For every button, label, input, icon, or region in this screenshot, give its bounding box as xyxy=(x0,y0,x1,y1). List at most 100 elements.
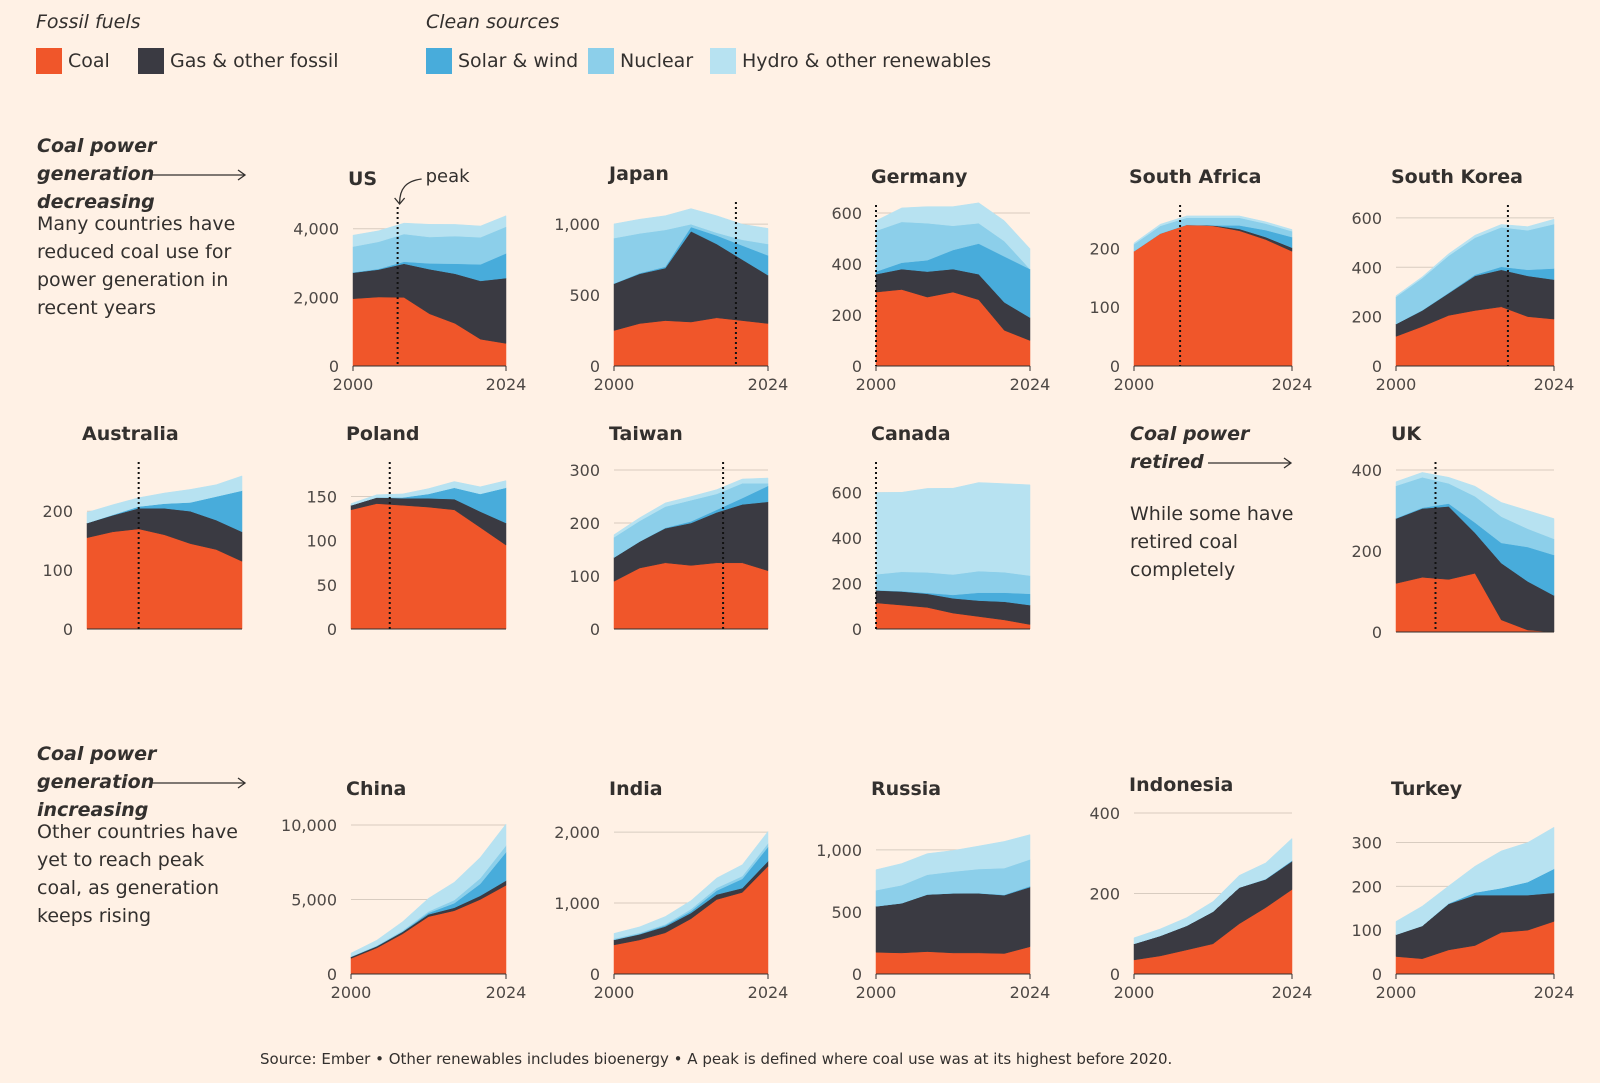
y-tick-label: 2,000 xyxy=(554,823,600,842)
y-tick-label: 200 xyxy=(42,502,73,521)
chart-japan: 0 500 1,000 2000 2024 Japan xyxy=(554,163,788,394)
chart-title: Poland xyxy=(346,423,419,445)
x-tick-label: 2024 xyxy=(1010,375,1051,394)
legend-title-clean: Clean sources xyxy=(426,11,560,33)
chart-title: Germany xyxy=(871,166,968,188)
arrow-right-icon xyxy=(152,169,247,181)
desc-line: Other countries have xyxy=(37,821,238,843)
x-tick-label: 2000 xyxy=(856,375,897,394)
section-desc-increasing: Other countries have yet to reach peak c… xyxy=(37,818,238,930)
chart-turkey: 0 100 200 300 2000 2024 Turkey xyxy=(1351,778,1574,1002)
y-tick-label: 0 xyxy=(1372,357,1382,376)
y-tick-label: 400 xyxy=(1351,461,1382,480)
chart-russia: 0 500 1,000 2000 2024 Russia xyxy=(816,778,1050,1002)
area-hydro-other-renewables xyxy=(875,834,1031,891)
chart-title: Russia xyxy=(871,778,941,800)
chart-title: Australia xyxy=(82,423,179,445)
legend-swatch-coal xyxy=(36,48,62,74)
chart-title: Canada xyxy=(871,423,951,445)
chart-title: China xyxy=(346,778,406,800)
legend-title-fossil: Fossil fuels xyxy=(36,11,141,33)
chart-us: 0 2,000 4,000 2000 2024 peak US xyxy=(293,166,526,394)
section-title-increasing-line2: increasing xyxy=(37,799,149,821)
arrow-right-icon xyxy=(152,777,247,789)
x-tick-label: 2000 xyxy=(1376,983,1417,1002)
area-hydro-other-renewables xyxy=(613,208,769,245)
y-tick-label: 0 xyxy=(1110,965,1120,984)
legend-item-coal: Coal xyxy=(36,48,110,74)
y-tick-label: 0 xyxy=(1372,965,1382,984)
area-coal xyxy=(613,317,769,367)
area-hydro-other-renewables xyxy=(1395,472,1555,540)
y-tick-label: 0 xyxy=(590,965,600,984)
x-tick-label: 2000 xyxy=(1376,375,1417,394)
y-tick-label: 0 xyxy=(1110,357,1120,376)
legend-swatch-solar-wind xyxy=(426,48,452,74)
desc-line: retired coal xyxy=(1130,531,1238,553)
section-title-retired-line1: Coal power xyxy=(1130,423,1250,445)
chart-canada: 0 200 400 600 Canada xyxy=(831,423,1031,639)
section-title-increasing: Coal power generation increasing xyxy=(37,740,267,824)
chart-taiwan: 0 100 200 300 Taiwan xyxy=(569,423,769,639)
section-desc-decreasing: Many countries have reduced coal use for… xyxy=(37,210,235,322)
y-tick-label: 100 xyxy=(306,532,337,551)
chart-germany: 0 200 400 600 2000 2024 Germany xyxy=(831,166,1050,394)
x-tick-label: 2000 xyxy=(333,375,374,394)
source-note: Source: Ember • Other renewables include… xyxy=(260,1050,1173,1068)
area-hydro-other-renewables xyxy=(86,475,243,524)
x-tick-label: 2024 xyxy=(1272,375,1313,394)
section-desc-retired: While some have retired coal completely xyxy=(1130,500,1294,584)
area-coal xyxy=(1133,224,1293,367)
y-tick-label: 0 xyxy=(852,357,862,376)
y-tick-label: 400 xyxy=(1089,804,1120,823)
desc-line: reduced coal use for xyxy=(37,241,232,263)
area-coal xyxy=(613,562,769,630)
area-hydro-other-renewables xyxy=(350,480,507,506)
y-tick-label: 300 xyxy=(1351,834,1382,853)
area-hydro-other-renewables xyxy=(1133,215,1293,245)
x-tick-label: 2024 xyxy=(1534,983,1575,1002)
x-tick-label: 2024 xyxy=(1534,375,1575,394)
chart-indonesia: 0 200 400 2000 2024 Indonesia xyxy=(1089,774,1312,1002)
legend-label-solar-wind: Solar & wind xyxy=(458,50,579,72)
area-hydro-other-renewables xyxy=(1395,218,1555,298)
chart-china: 0 5,000 10,000 2000 2024 China xyxy=(281,778,526,1002)
y-tick-label: 1,000 xyxy=(816,841,862,860)
y-tick-label: 10,000 xyxy=(281,816,337,835)
desc-line: keeps rising xyxy=(37,905,152,927)
chart-title: Indonesia xyxy=(1129,774,1233,796)
chart-title: US xyxy=(348,168,377,190)
section-title-increasing-line1: Coal power generation xyxy=(37,743,157,793)
legend-swatch-hydro xyxy=(710,48,736,74)
area-hydro-other-renewables xyxy=(875,202,1031,270)
y-tick-label: 4,000 xyxy=(293,220,339,239)
y-tick-label: 0 xyxy=(852,965,862,984)
desc-line: coal, as generation xyxy=(37,877,219,899)
x-tick-label: 2024 xyxy=(748,375,789,394)
area-hydro-other-renewables xyxy=(613,830,769,940)
y-tick-label: 100 xyxy=(42,561,73,580)
x-tick-label: 2000 xyxy=(1114,375,1155,394)
area-hydro-other-renewables xyxy=(613,477,769,538)
x-tick-label: 2000 xyxy=(856,983,897,1002)
peak-arrowhead-icon xyxy=(394,197,406,206)
legend-item-nuclear: Nuclear xyxy=(588,48,693,74)
chart-title: Taiwan xyxy=(609,423,683,445)
area-hydro-other-renewables xyxy=(352,215,507,247)
peak-label: peak xyxy=(426,166,471,187)
section-title-decreasing-line2: decreasing xyxy=(37,191,155,213)
area-hydro-other-renewables xyxy=(1133,837,1293,945)
area-hydro-other-renewables xyxy=(1395,826,1555,935)
y-tick-label: 400 xyxy=(831,255,862,274)
y-tick-label: 5,000 xyxy=(291,891,337,910)
x-tick-label: 2024 xyxy=(748,983,789,1002)
legend-swatch-gas xyxy=(138,48,164,74)
chart-australia: 0 100 200 Australia xyxy=(42,423,243,639)
y-tick-label: 300 xyxy=(569,461,600,480)
x-tick-label: 2000 xyxy=(594,983,635,1002)
y-tick-label: 200 xyxy=(1089,885,1120,904)
chart-title: Japan xyxy=(607,163,669,185)
legend-label-gas: Gas & other fossil xyxy=(170,50,339,72)
y-tick-label: 200 xyxy=(1089,239,1120,258)
desc-line: completely xyxy=(1130,559,1236,581)
